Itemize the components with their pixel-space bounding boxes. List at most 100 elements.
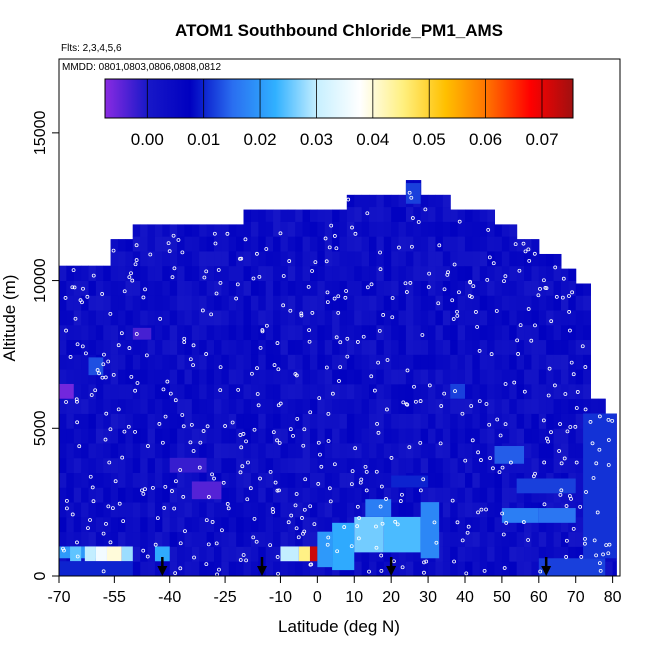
heatmap-cell [221,369,230,385]
sample-marker [113,479,118,484]
heatmap-cell [154,354,163,370]
heatmap-cell [546,324,554,341]
heatmap-cell [398,428,407,444]
heatmap-cell [435,487,444,503]
sample-marker [414,399,418,404]
sample-marker [160,440,165,445]
heatmap-cell [457,561,466,576]
sample-marker [170,275,175,280]
heatmap-cell [383,428,392,444]
sample-marker [369,374,374,379]
heatmap-cell [214,531,222,547]
sample-marker [75,540,79,545]
heatmap-cell [479,546,488,562]
heatmap-cell [280,221,289,237]
heatmap-cell [280,561,289,576]
heatmap-cell [214,236,222,252]
heatmap-cell [302,236,311,252]
sample-marker [277,488,281,493]
sample-marker [252,516,257,521]
heatmap-cell [132,487,141,503]
heatmap-cell [479,443,488,459]
heatmap-cell [391,265,399,281]
heatmap-cell [169,251,178,267]
sample-marker [121,519,126,523]
heatmap-cell [132,295,141,311]
heatmap-cell [273,339,281,355]
sample-marker [306,284,311,289]
heatmap-cell [236,457,244,473]
sample-marker [308,410,313,415]
heatmap-cell [479,457,488,473]
heatmap-cell [560,413,569,429]
heatmap-cell [273,398,281,414]
heatmap-cell [538,487,547,503]
heatmap-cell [332,295,340,311]
sample-marker [580,344,585,349]
sample-marker [389,456,394,460]
sample-marker [70,285,75,290]
heatmap-cell [494,531,503,547]
sample-marker [308,504,313,509]
heatmap-cell [273,324,281,341]
heatmap-cell [354,413,363,429]
heatmap-cell [516,265,525,281]
sample-marker [134,258,139,262]
heatmap-cell [147,398,156,414]
heatmap-cell [464,280,473,296]
sample-marker [353,231,358,236]
heatmap-cell [516,546,525,562]
heatmap-cell [369,546,377,562]
heatmap-cell [214,265,222,281]
x-axis: -70 -55 -40 -25 -10 0 10 20 30 40 50 60 70 80 [47,575,622,606]
heatmap-cell [236,443,244,459]
heatmap-cell [398,383,407,400]
sample-marker [301,531,305,536]
heatmap-cell [420,369,429,385]
heatmap-cell [383,236,392,252]
heatmap-cell [568,531,577,547]
heatmap-cell [420,457,429,473]
heatmap-cell [214,280,222,296]
sample-marker [376,430,381,435]
sample-marker [606,417,611,422]
heatmap-cell [258,310,267,326]
sample-marker [558,422,562,426]
sample-marker [272,363,277,367]
sample-marker [326,535,331,540]
heatmap-cell [287,502,296,518]
heatmap-cell [339,443,348,459]
sample-marker [367,569,371,574]
heatmap-cell [184,265,193,281]
heatmap-cell [457,546,466,562]
heatmap-cell [531,280,540,296]
heatmap-cell [147,354,156,370]
heatmap-cell [273,516,281,533]
heatmap-cell [125,339,134,355]
heatmap-cell [405,280,414,296]
heatmap-cell [206,546,215,562]
heatmap-cell [147,428,156,444]
x-tick-label: 70 [567,589,585,606]
heatmap-cell [346,236,355,252]
heatmap-cell [332,443,340,459]
heatmap-cell [354,324,363,341]
heatmap-cell [501,472,510,488]
heatmap-cell [59,531,67,547]
heatmap-cell [391,383,399,400]
heatmap-cell [287,280,296,296]
heatmap-cell [339,251,348,267]
heatmap-cell [265,221,274,237]
heatmap-cell [258,546,267,562]
heatmap-cell [391,354,399,370]
heatmap-cell [442,295,451,311]
heatmap-cell [228,472,237,488]
heatmap-cell [191,516,200,533]
heatmap-cell [450,413,459,429]
sample-marker [157,422,162,426]
sample-marker [70,512,75,517]
heatmap-cell [464,310,473,326]
heatmap-cell [531,398,540,414]
sample-marker [225,231,230,236]
heatmap-cell [391,324,399,341]
